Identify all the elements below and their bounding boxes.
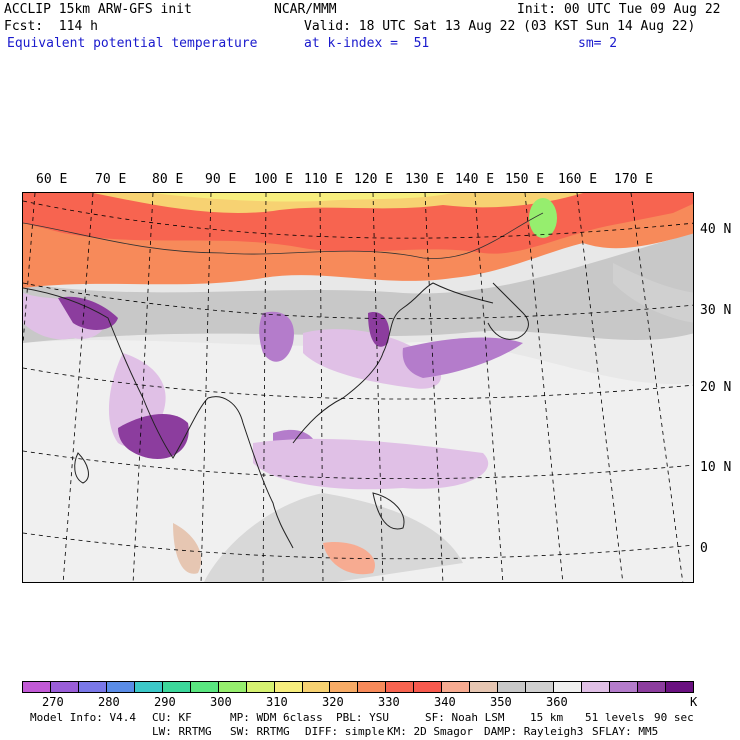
field-name: Equivalent potential temperature xyxy=(7,36,258,51)
footer-sflay: SFLAY: MM5 xyxy=(592,725,659,738)
map-canvas xyxy=(23,193,693,582)
colorbar-swatch xyxy=(554,682,583,692)
colorbar-swatch xyxy=(610,682,638,692)
lon-label: 140 E xyxy=(455,172,495,187)
colorbar-swatch xyxy=(330,682,359,692)
coastline-east-asia xyxy=(292,282,494,444)
lon-label: 70 E xyxy=(95,172,127,187)
coastline-south-asia xyxy=(23,287,294,549)
field-purple-yangtze xyxy=(368,312,390,347)
colorbar-swatch xyxy=(470,682,499,692)
forecast-hour: Fcst: 114 h xyxy=(4,19,98,34)
model-title: ACCLIP 15km ARW-GFS init xyxy=(4,2,192,17)
colorbar-swatch xyxy=(414,682,443,692)
colorbar-swatch xyxy=(358,682,387,692)
footer-levels: 51 levels xyxy=(585,711,645,724)
colorbar-swatch xyxy=(442,682,471,692)
org-label: NCAR/MMM xyxy=(274,2,337,17)
footer-sf: SF: Noah LSM xyxy=(425,711,505,724)
lon-label: 80 E xyxy=(152,172,184,187)
colorbar-swatch xyxy=(582,682,611,692)
colorbar-swatch xyxy=(665,682,693,692)
colorbar-swatch xyxy=(302,682,331,692)
lon-label: 110 E xyxy=(304,172,344,187)
colorbar-label: 360 xyxy=(546,695,568,709)
smoothing-label: sm= 2 xyxy=(578,36,618,51)
colorbar-label: 320 xyxy=(322,695,344,709)
colorbar-swatch xyxy=(246,682,275,692)
colorbar-label: 350 xyxy=(490,695,512,709)
colorbar-swatch xyxy=(134,682,163,692)
lon-label: 130 E xyxy=(405,172,445,187)
colorbar-swatch xyxy=(526,682,555,692)
field-tan-sumatra xyxy=(173,523,202,574)
lon-label: 90 E xyxy=(205,172,237,187)
lon-label: 60 E xyxy=(36,172,68,187)
colorbar-swatch xyxy=(23,682,51,692)
field-lilac-china xyxy=(303,329,442,389)
graticule xyxy=(23,193,693,582)
footer-resolution: 15 km xyxy=(530,711,564,724)
footer-pbl: PBL: YSU xyxy=(336,711,389,724)
lat-label: 0 xyxy=(700,541,708,556)
colorbar-label: 290 xyxy=(154,695,176,709)
map-panel xyxy=(22,192,694,583)
colorbar-swatch xyxy=(162,682,191,692)
footer-mp: MP: WDM 6class xyxy=(230,711,323,724)
footer-lw: LW: RRTMG xyxy=(152,725,212,738)
field-purple-bengal xyxy=(118,413,189,459)
lon-label: 100 E xyxy=(254,172,294,187)
footer-sw: SW: RRTMG xyxy=(230,725,290,738)
lon-label: 120 E xyxy=(354,172,394,187)
field-salmon-borneo xyxy=(323,542,375,575)
coastline-philippines xyxy=(372,492,405,530)
colorbar-swatch xyxy=(386,682,415,692)
lat-label: 20 N xyxy=(700,380,732,395)
field-grey-south xyxy=(204,493,463,582)
footer-model-info: Model Info: V4.4 xyxy=(30,711,136,724)
colorbar xyxy=(22,681,694,693)
colorbar-swatch xyxy=(274,682,303,692)
init-time: Init: 00 UTC Tue 09 Aug 22 xyxy=(517,2,721,17)
field-lilac-scs xyxy=(253,438,489,490)
level-label: at k-index = 51 xyxy=(304,36,430,51)
lat-label: 10 N xyxy=(700,460,732,475)
colorbar-label: 340 xyxy=(434,695,456,709)
colorbar-swatch xyxy=(106,682,135,692)
field-grey-swirl xyxy=(613,263,693,323)
coastline-sri-lanka xyxy=(74,452,89,484)
footer-damp: DAMP: Rayleigh3 xyxy=(484,725,584,738)
colorbar-swatch xyxy=(78,682,107,692)
colorbar-label: 330 xyxy=(378,695,400,709)
field-green-patch xyxy=(529,198,557,238)
colorbar-swatch xyxy=(498,682,527,692)
colorbar-label: 270 xyxy=(42,695,64,709)
colorbar-label: 310 xyxy=(266,695,288,709)
colorbar-label: 280 xyxy=(98,695,120,709)
footer-timestep: 90 sec xyxy=(654,711,694,724)
colorbar-swatch xyxy=(637,682,666,692)
footer-cu: CU: KF xyxy=(152,711,192,724)
border-north xyxy=(23,212,544,259)
colorbar-swatch xyxy=(190,682,219,692)
colorbar-swatch xyxy=(218,682,247,692)
footer-km: KM: 2D Smagor xyxy=(387,725,474,738)
colorbar-unit: K xyxy=(690,695,698,709)
field-purple-tibet xyxy=(259,311,294,362)
lon-label: 150 E xyxy=(505,172,545,187)
lat-label: 30 N xyxy=(700,303,732,318)
colorbar-swatch xyxy=(50,682,79,692)
lat-label: 40 N xyxy=(700,222,732,237)
field-purple-pakistan xyxy=(58,296,118,330)
coastline-japan xyxy=(487,282,529,340)
field-warm-lightyellow xyxy=(153,193,453,202)
lon-label: 160 E xyxy=(558,172,598,187)
valid-time: Valid: 18 UTC Sat 13 Aug 22 (03 KST Sun … xyxy=(304,19,696,34)
lon-label: 170 E xyxy=(614,172,654,187)
field-purple-ocean xyxy=(402,337,523,378)
colorbar-label: 300 xyxy=(210,695,232,709)
footer-diff: DIFF: simple xyxy=(305,725,385,738)
